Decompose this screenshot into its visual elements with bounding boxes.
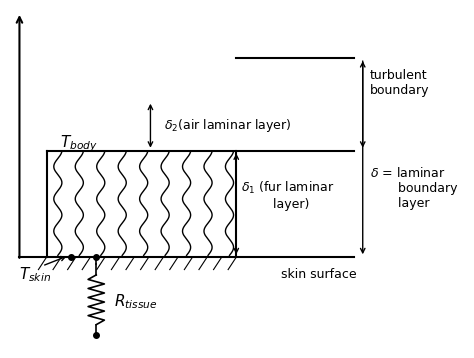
Text: $\delta$ = laminar
       boundary
       layer: $\delta$ = laminar boundary layer bbox=[370, 166, 457, 210]
Text: $\delta_1$ (fur laminar
        layer): $\delta_1$ (fur laminar layer) bbox=[241, 179, 334, 211]
Text: turbulent
boundary: turbulent boundary bbox=[370, 69, 429, 97]
Text: $T_{body}$: $T_{body}$ bbox=[60, 133, 98, 154]
Text: $R_{tissue}$: $R_{tissue}$ bbox=[114, 292, 158, 311]
Text: skin surface: skin surface bbox=[282, 268, 357, 281]
Text: $\delta_2$(air laminar layer): $\delta_2$(air laminar layer) bbox=[164, 117, 292, 134]
Text: $T_{skin}$: $T_{skin}$ bbox=[19, 266, 52, 284]
